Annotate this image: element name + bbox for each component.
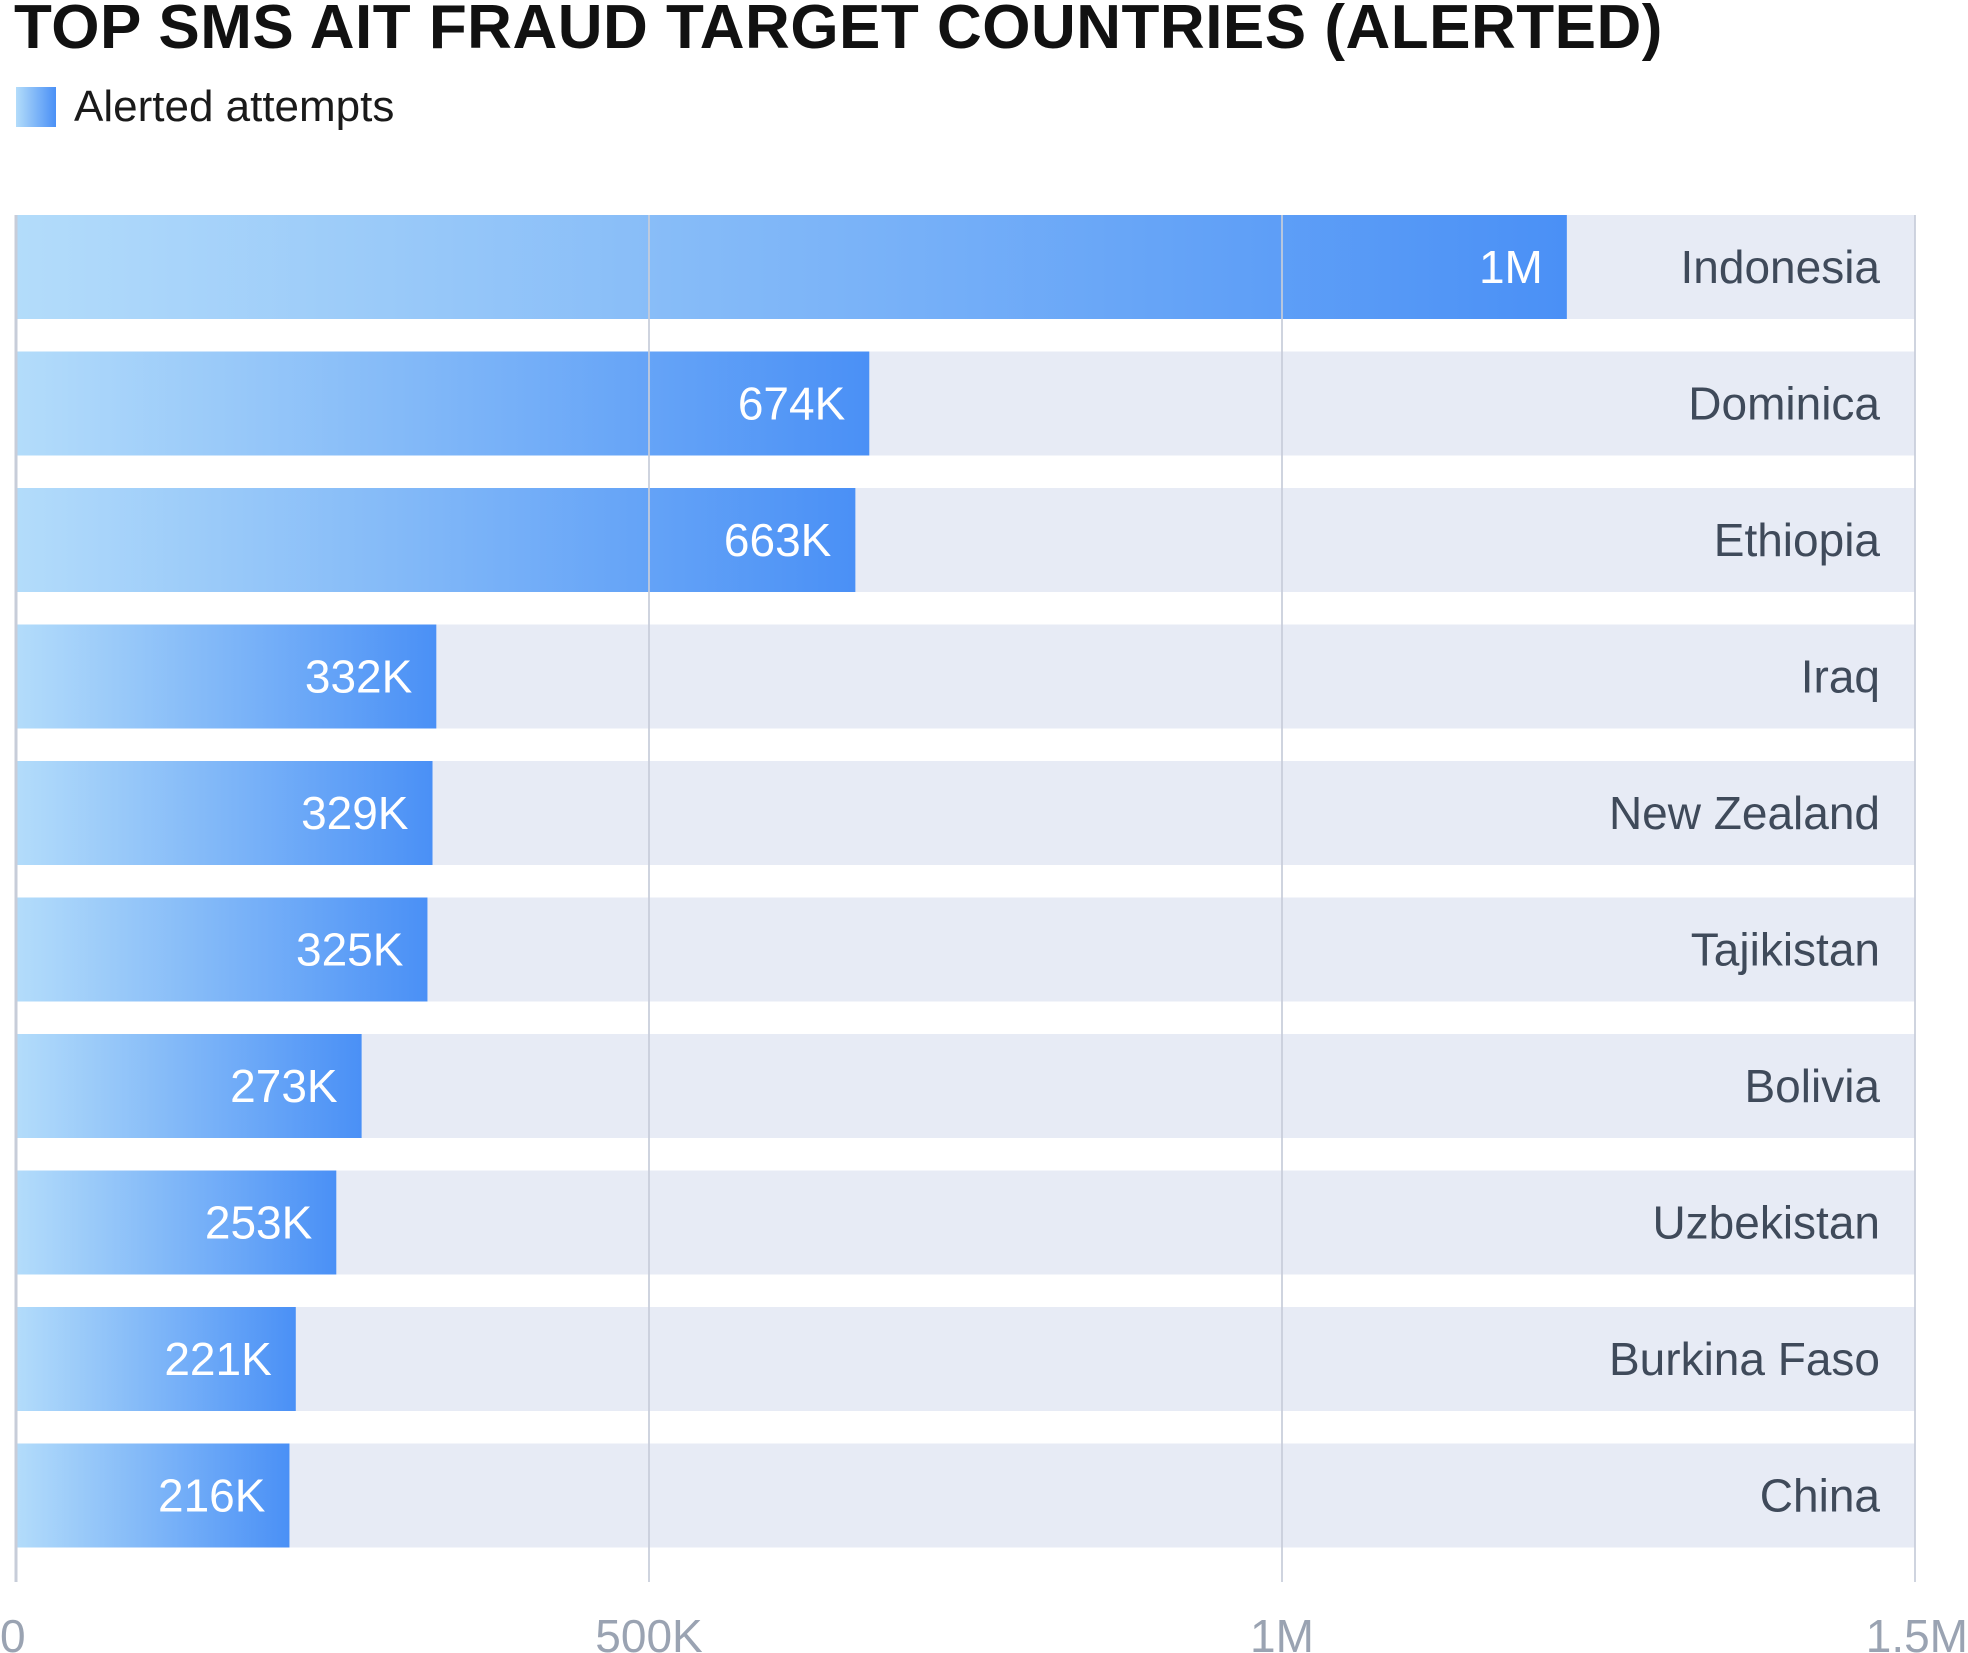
category-label: Tajikistan <box>1691 924 1880 976</box>
bar-value-label: 325K <box>296 924 404 976</box>
bar-value-label: 1M <box>1479 241 1543 293</box>
category-label: Ethiopia <box>1714 514 1881 566</box>
category-label: Uzbekistan <box>1652 1197 1880 1249</box>
bar <box>16 351 870 456</box>
category-label: Burkina Faso <box>1609 1333 1880 1385</box>
bar-value-label: 663K <box>724 514 832 566</box>
legend: Alerted attempts <box>16 82 394 132</box>
row-track <box>16 1443 1915 1548</box>
x-tick-label: 1.5M <box>1866 1610 1968 1653</box>
bar <box>16 1034 362 1138</box>
bar-value-label: 332K <box>305 651 413 703</box>
bar <box>16 1443 290 1548</box>
bar-value-label: 273K <box>230 1060 338 1112</box>
x-tick-label: 1M <box>1250 1610 1314 1653</box>
legend-swatch <box>16 87 56 127</box>
bar-value-label: 253K <box>205 1197 313 1249</box>
row-track <box>16 1307 1915 1411</box>
x-tick-label: 0 <box>0 1610 26 1653</box>
bar-value-label: 221K <box>164 1333 272 1385</box>
category-label: Indonesia <box>1681 241 1881 293</box>
legend-label: Alerted attempts <box>74 82 395 131</box>
x-tick-label: 500K <box>595 1610 703 1653</box>
category-label: China <box>1760 1470 1881 1522</box>
category-label: Iraq <box>1801 651 1880 703</box>
bar <box>16 1307 296 1411</box>
bar-value-label: 674K <box>738 378 846 430</box>
bar <box>16 624 437 729</box>
category-label: Dominica <box>1688 378 1880 430</box>
bar <box>16 897 428 1002</box>
category-label: Bolivia <box>1744 1060 1880 1112</box>
bar <box>16 1170 337 1275</box>
bar <box>16 488 856 592</box>
chart-title: TOP SMS AIT FRAUD TARGET COUNTRIES (ALER… <box>14 0 1663 62</box>
category-label: New Zealand <box>1609 787 1880 839</box>
bar-value-label: 329K <box>301 787 409 839</box>
bar <box>16 761 433 865</box>
bar-value-label: 216K <box>158 1470 266 1522</box>
bar <box>16 215 1567 319</box>
